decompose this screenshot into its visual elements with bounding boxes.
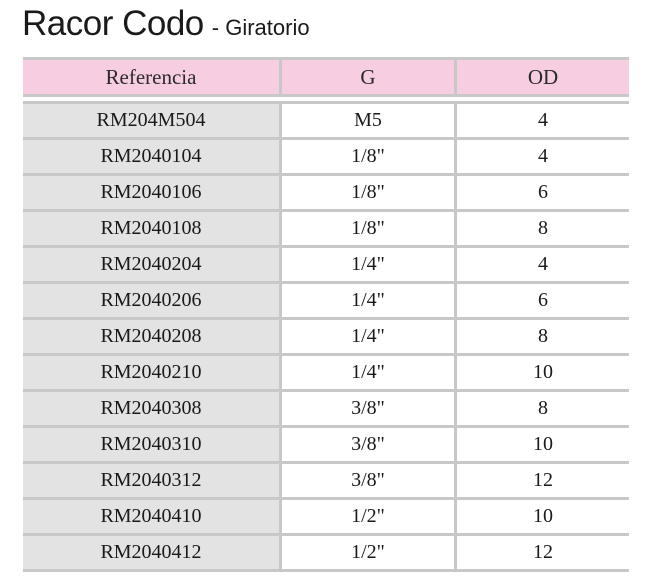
page-title: Racor Codo - Giratorio — [22, 4, 310, 52]
column-header-g: G — [279, 57, 454, 97]
table-body: RM204M504 M5 4 RM2040104 1/8" 4 RM2040106 1/8" 6… — [23, 97, 629, 572]
cell-g: 1/8" — [279, 140, 454, 176]
table-row: RM2040104 1/8" 4 — [23, 140, 629, 176]
column-header-referencia: Referencia — [23, 57, 279, 97]
cell-referencia: RM2040106 — [23, 176, 279, 212]
cell-g: 1/4" — [279, 356, 454, 392]
cell-g: 3/8" — [279, 464, 454, 500]
table-row: RM2040204 1/4" 4 — [23, 248, 629, 284]
cell-g: 3/8" — [279, 392, 454, 428]
title-main: Racor Codo — [22, 4, 204, 43]
cell-referencia: RM2040312 — [23, 464, 279, 500]
cell-g: 1/4" — [279, 284, 454, 320]
product-table: Referencia G OD RM204M504 M5 4 RM2040104 1/8… — [23, 57, 629, 572]
cell-od: 6 — [454, 284, 629, 320]
cell-od: 4 — [454, 248, 629, 284]
cell-od: 12 — [454, 464, 629, 500]
cell-od: 4 — [454, 101, 629, 140]
cell-referencia: RM2040206 — [23, 284, 279, 320]
cell-g: 1/4" — [279, 320, 454, 356]
title-subtitle: - Giratorio — [211, 15, 310, 40]
column-header-od: OD — [454, 57, 629, 97]
cell-g: 1/4" — [279, 248, 454, 284]
table-row: RM204M504 M5 4 — [23, 101, 629, 140]
cell-od: 10 — [454, 428, 629, 464]
table-row: RM2040312 3/8" 12 — [23, 464, 629, 500]
cell-g: 1/8" — [279, 212, 454, 248]
cell-od: 4 — [454, 140, 629, 176]
cell-g: 1/8" — [279, 176, 454, 212]
cell-referencia: RM2040208 — [23, 320, 279, 356]
table-row: RM2040208 1/4" 8 — [23, 320, 629, 356]
cell-referencia: RM2040410 — [23, 500, 279, 536]
cell-referencia: RM204M504 — [23, 101, 279, 140]
cell-referencia: RM2040210 — [23, 356, 279, 392]
cell-referencia: RM2040108 — [23, 212, 279, 248]
cell-g: 1/2" — [279, 536, 454, 572]
cell-referencia: RM2040104 — [23, 140, 279, 176]
cell-g: M5 — [279, 101, 454, 140]
cell-g: 1/2" — [279, 500, 454, 536]
table-row: RM2040210 1/4" 10 — [23, 356, 629, 392]
cell-referencia: RM2040204 — [23, 248, 279, 284]
table-row: RM2040108 1/8" 8 — [23, 212, 629, 248]
cell-referencia: RM2040308 — [23, 392, 279, 428]
cell-od: 8 — [454, 212, 629, 248]
table-row: RM2040206 1/4" 6 — [23, 284, 629, 320]
table-row: RM2040106 1/8" 6 — [23, 176, 629, 212]
cell-od: 12 — [454, 536, 629, 572]
cell-od: 6 — [454, 176, 629, 212]
table-row: RM2040310 3/8" 10 — [23, 428, 629, 464]
cell-g: 3/8" — [279, 428, 454, 464]
cell-od: 10 — [454, 356, 629, 392]
cell-od: 10 — [454, 500, 629, 536]
table-row: RM2040410 1/2" 10 — [23, 500, 629, 536]
cell-od: 8 — [454, 392, 629, 428]
cell-referencia: RM2040310 — [23, 428, 279, 464]
cell-referencia: RM2040412 — [23, 536, 279, 572]
table-header: Referencia G OD — [23, 57, 629, 97]
table-row: RM2040412 1/2" 12 — [23, 536, 629, 572]
cell-od: 8 — [454, 320, 629, 356]
table-row: RM2040308 3/8" 8 — [23, 392, 629, 428]
